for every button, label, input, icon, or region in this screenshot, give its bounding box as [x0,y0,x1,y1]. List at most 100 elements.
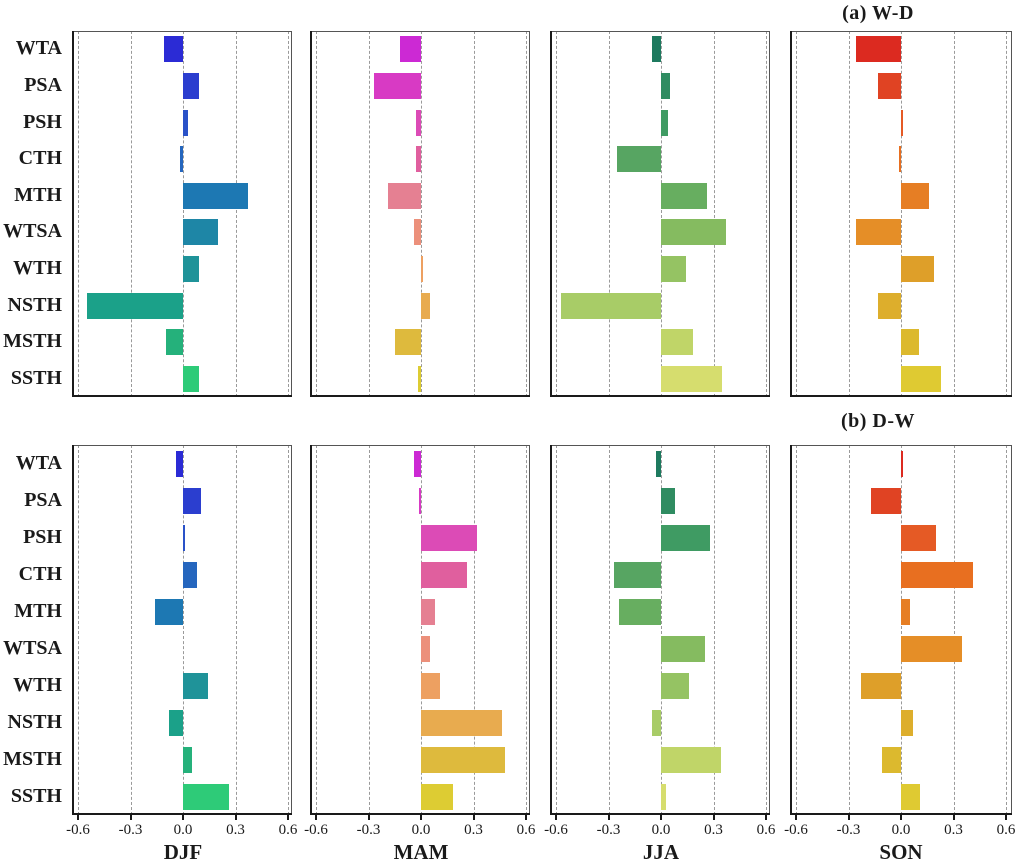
bar-ssth-jja-b [661,783,667,810]
bar-psh-mam-a [415,109,421,136]
category-label-cth-a: CTH [18,147,62,170]
right-spine [769,31,770,397]
bar-nsth-mam-a [421,292,430,319]
right-spine [529,445,530,815]
gridline--0.3 [368,445,370,815]
panel-djf-b: -0.6 -0.3 0.0 0.3 0.6 DJF [66,445,297,864]
x-tick-mark [77,815,79,820]
left-spine [310,31,312,397]
bar-mth-mam-b [421,598,435,625]
gridline--0.3 [608,445,610,815]
bar-mth-jja-a [661,182,707,209]
subfigure-a-title: (a) W-D [842,2,914,24]
gridline-0 [183,31,184,397]
bottom-spine [310,813,530,815]
bar-psa-djf-a [183,72,199,99]
bar-msth-mam-b [421,746,505,773]
x-tick-mark [367,815,370,820]
gridline--0.6 [556,31,557,397]
bar-wth-djf-a [183,255,199,282]
gridline-0.3 [713,31,715,397]
category-label-wta-a: WTA [15,37,62,60]
category-label-nsth-b: NSTH [7,710,62,733]
left-spine [790,31,792,397]
x-tick-mark [795,815,797,820]
bar-nsth-djf-a [86,292,183,319]
bottom-spine [72,395,292,397]
bar-ssth-mam-a [417,365,421,392]
gridline-0.3 [953,445,955,815]
gridline-0.6 [766,445,767,815]
category-label-psh-a: PSH [23,110,62,133]
right-spine [291,445,292,815]
category-label-psa-a: PSA [24,73,62,96]
x-tick-mark [182,815,184,820]
x-tick-label-0.6: 0.6 [278,822,298,838]
left-spine [790,445,792,815]
bar-cth-djf-b [183,561,197,588]
gridline--0.3 [848,445,850,815]
bar-psh-djf-b [183,524,185,551]
gridline-0 [661,445,662,815]
left-spine [550,31,552,397]
x-tick-mark [555,815,557,820]
bar-wta-son-a [855,36,901,63]
bar-wth-son-b [860,672,901,699]
x-tick-label-0.6: 0.6 [756,822,776,838]
bar-ssth-djf-a [183,365,199,392]
gridline--0.6 [316,445,317,815]
bar-psh-jja-b [661,524,710,551]
x-axis-title-djf: DJF [163,840,203,864]
category-label-wth-b: WTH [13,673,62,696]
x-tick-mark [234,815,237,820]
top-spine [550,445,770,446]
bar-ssth-mam-b [421,783,453,810]
gridline--0.3 [130,445,132,815]
bar-msth-son-b [881,746,901,773]
panel-son-b: -0.6 -0.3 0.0 0.3 0.6 SON [784,445,1015,864]
bottom-spine [790,395,1012,397]
bar-ssth-son-a [901,365,942,392]
panel-son-a [790,31,1012,397]
panel-mam-b: -0.6 -0.3 0.0 0.3 0.6 MAM [304,445,535,864]
x-tick-label-0.0: 0.0 [891,822,911,838]
bar-psa-mam-b [419,487,421,514]
top-spine [550,31,770,32]
x-tick-label-0.6: 0.6 [996,822,1016,838]
x-tick-label--0.3: -0.3 [356,822,381,838]
gridline--0.6 [796,31,797,397]
category-label-ssth-b: SSTH [10,784,62,807]
panel-mam-a [310,31,530,397]
bar-wth-jja-b [661,672,689,699]
bar-ssth-djf-b [183,783,229,810]
bar-psh-jja-a [661,109,668,136]
x-tick-label--0.3: -0.3 [596,822,621,838]
panel-jja-a [550,31,770,397]
bar-msth-mam-a [394,329,421,356]
bar-cth-jja-a [617,146,661,173]
bar-wta-son-b [901,450,903,477]
bar-psh-mam-b [421,524,477,551]
bar-psh-djf-a [183,109,189,136]
x-tick-label--0.6: -0.6 [66,822,90,838]
bottom-spine [72,813,292,815]
bar-msth-jja-b [661,746,721,773]
x-tick-mark [765,815,767,820]
bar-wtsa-son-b [901,635,963,662]
top-spine [72,31,292,32]
top-spine [790,31,1012,32]
bar-psa-jja-a [661,72,670,99]
bar-mth-son-a [901,182,929,209]
right-spine [1011,445,1012,815]
category-label-mth-b: MTH [14,599,62,622]
bar-nsth-son-b [901,709,914,736]
x-tick-label-0.0: 0.0 [411,822,431,838]
left-spine [72,31,74,397]
category-label-msth-a: MSTH [3,330,62,353]
bar-msth-djf-b [183,746,192,773]
gridline--0.3 [608,31,610,397]
x-tick-label-0.0: 0.0 [651,822,671,838]
bar-ssth-son-b [901,783,921,810]
bar-nsth-jja-b [652,709,661,736]
bar-wtsa-mam-b [421,635,430,662]
